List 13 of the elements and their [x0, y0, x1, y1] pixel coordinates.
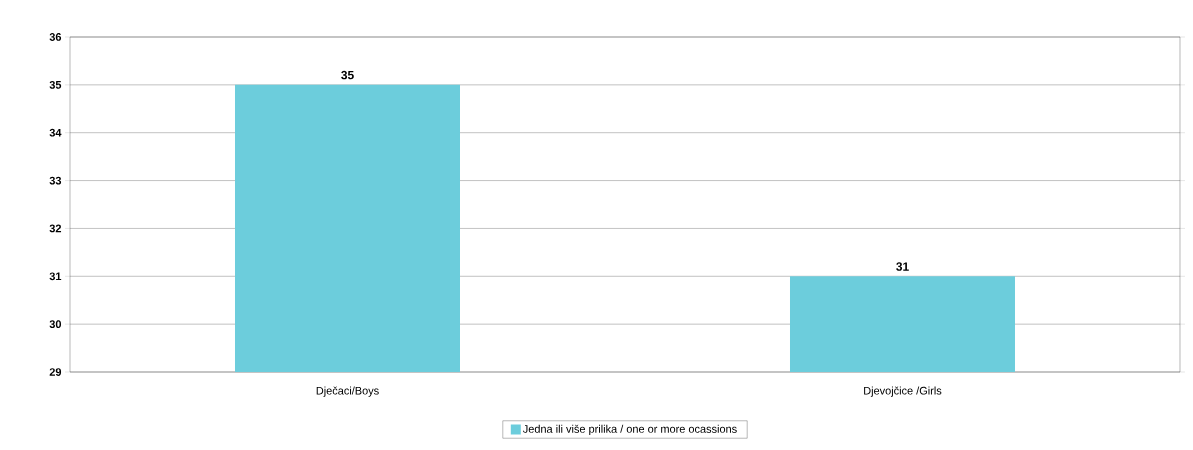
y-tick-label: 29: [49, 368, 62, 376]
y-tick-label: 31: [49, 272, 62, 281]
y-tick-label: 36: [49, 33, 62, 41]
data-label: 31: [896, 262, 909, 271]
x-tick-label: Djevojčice /Girls: [864, 386, 942, 397]
data-label: 35: [341, 70, 354, 80]
y-tick-label: 34: [49, 128, 62, 137]
legend-label: Jedna ili više prilika / one or more ocassions: [522, 424, 737, 435]
y-tick-label: 30: [49, 320, 62, 329]
y-tick-label: 33: [49, 176, 62, 185]
y-tick-label: 35: [49, 80, 62, 89]
y-tick-label: 32: [49, 224, 62, 233]
x-tick-label: Dječaci/Boys: [316, 386, 379, 397]
